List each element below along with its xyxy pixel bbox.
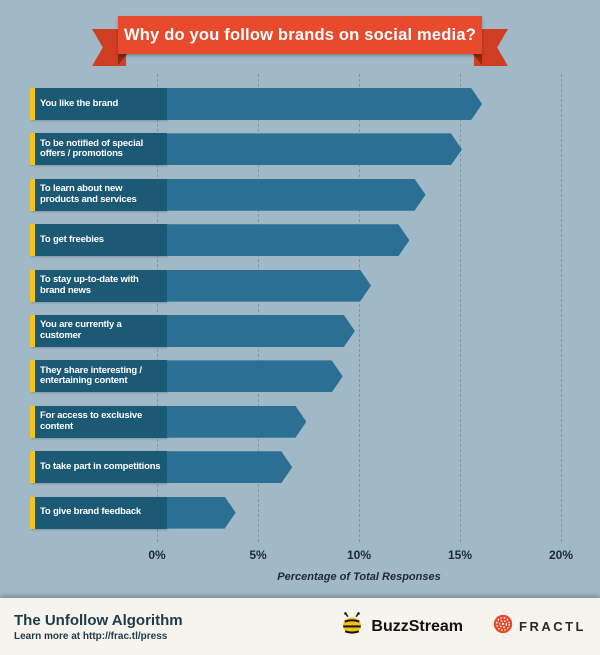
bar-label: To take part in competitions (30, 451, 167, 484)
buzzstream-logo-text: BuzzStream (371, 617, 463, 635)
bar-label: You like the brand (30, 88, 167, 120)
bar-row: To be notified of special offers / promo… (30, 133, 462, 166)
banner-ribbon: Why do you follow brands on social media… (0, 16, 600, 70)
ribbon-fold-right (473, 54, 482, 65)
x-tick-label: 0% (148, 548, 166, 562)
x-tick-label: 5% (249, 548, 267, 562)
bee-icon (339, 611, 365, 642)
footer: The Unfollow Algorithm Learn more at htt… (0, 598, 600, 655)
bar-row: To stay up-to-date with brand news (30, 269, 371, 302)
gridline (359, 74, 360, 542)
bar-label: To give brand feedback (30, 496, 167, 529)
bar (167, 451, 292, 483)
gridline (561, 74, 562, 542)
footer-link[interactable]: Learn more at http://frac.tl/press (14, 630, 168, 642)
bar (167, 88, 482, 120)
gridline (460, 74, 461, 542)
bar-label: You are currently a customer (30, 315, 167, 347)
bar-label: They share interesting / entertaining co… (30, 360, 167, 393)
bar-row: To get freebies (30, 224, 409, 257)
bar-row: You like the brand (30, 88, 482, 120)
x-axis-title: Percentage of Total Responses (277, 571, 441, 583)
gridline (157, 74, 158, 542)
bar (167, 224, 409, 256)
buzzstream-logo: BuzzStream (339, 611, 463, 642)
x-tick-label: 10% (346, 548, 372, 562)
fractl-mark-icon (493, 614, 513, 639)
bar-row: You are currently a customer (30, 315, 355, 347)
bar (167, 406, 306, 438)
footer-title: The Unfollow Algorithm (14, 611, 183, 629)
bar-label: To stay up-to-date with brand news (30, 269, 167, 302)
x-tick-label: 20% (548, 548, 574, 562)
bar-row: To take part in competitions (30, 451, 292, 484)
bar-row: To give brand feedback (30, 496, 236, 529)
fractl-logo-text: FRACTL (519, 619, 586, 634)
chart-title: Why do you follow brands on social media… (118, 16, 482, 54)
bar-row: To learn about new products and services (30, 178, 426, 211)
bar-chart: Percentage of Total Responses 0% 5% 10% 15%… (30, 70, 575, 590)
ribbon-fold-left (118, 54, 127, 65)
bar-label: To get freebies (30, 224, 167, 257)
bar-label: To be notified of special offers / promo… (30, 133, 167, 166)
bar-row: They share interesting / entertaining co… (30, 360, 343, 393)
footer-credits: The Unfollow Algorithm Learn more at htt… (14, 612, 183, 642)
footer-logos: BuzzStream FRACTL (339, 611, 586, 642)
bar (167, 270, 371, 302)
bar-label: To learn about new products and services (30, 178, 167, 211)
fractl-logo: FRACTL (493, 614, 586, 639)
bar (167, 497, 236, 529)
bar (167, 315, 355, 347)
bar (167, 179, 426, 211)
bar (167, 133, 462, 165)
bar-label: For access to exclusive content (30, 405, 167, 438)
bar (167, 360, 343, 392)
gridline (258, 74, 259, 542)
x-tick-label: 15% (447, 548, 473, 562)
bar-row: For access to exclusive content (30, 405, 306, 438)
